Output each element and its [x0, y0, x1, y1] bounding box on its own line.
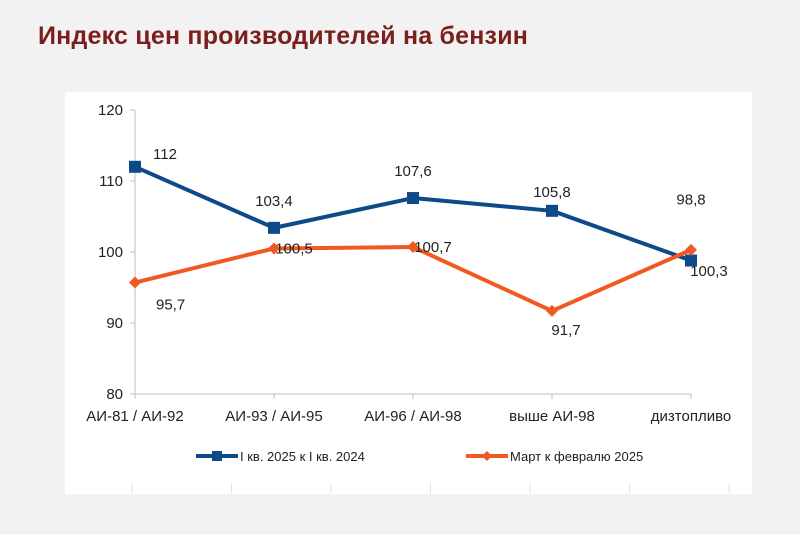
- series-1-point: [268, 221, 280, 234]
- legend-marker: [482, 451, 492, 461]
- series-2-point: [685, 243, 697, 256]
- data-label: 100,5: [275, 240, 313, 257]
- x-category-label: АИ-81 / АИ-92: [86, 408, 183, 425]
- series-2-point: [546, 304, 558, 317]
- legend-label: I кв. 2025 к I кв. 2024: [240, 449, 365, 464]
- data-label: 105,8: [533, 184, 571, 201]
- y-tick-label: 100: [98, 244, 123, 261]
- page-title: Индекс цен производителей на бензин: [38, 22, 529, 50]
- legend-marker: [212, 451, 222, 461]
- x-category-label: дизтопливо: [651, 408, 731, 425]
- y-tick-label: 120: [98, 102, 123, 119]
- data-label: 98,8: [676, 192, 705, 209]
- series-2-point: [129, 276, 141, 289]
- legend-label: Март к февралю 2025: [510, 449, 643, 464]
- data-label: 91,7: [551, 322, 580, 339]
- chart-series: [129, 160, 697, 317]
- x-category-label: АИ-93 / АИ-95: [225, 408, 322, 425]
- series-1-point: [685, 254, 697, 267]
- y-tick-label: 80: [106, 386, 123, 403]
- data-label: 100,3: [690, 263, 728, 280]
- series-1-point: [407, 192, 419, 205]
- x-category-label: АИ-96 / АИ-98: [364, 408, 461, 425]
- series-1-point: [546, 204, 558, 217]
- series-1-point: [129, 160, 141, 173]
- y-tick-label: 110: [99, 173, 123, 190]
- series-2-point: [407, 241, 419, 254]
- chart-axes: 80 90 100 110 120 АИ-81 / АИ-92 АИ-93 / АИ-95 А…: [86, 102, 731, 493]
- y-tick-label: 90: [106, 315, 123, 332]
- chart-legend: I кв. 2025 к I кв. 2024 Март к февралю 20…: [196, 449, 643, 464]
- data-label: 112: [153, 146, 177, 163]
- data-label: 95,7: [156, 297, 185, 314]
- series-line-2: [134, 245, 692, 313]
- data-label: 100,7: [414, 239, 452, 256]
- data-label: 103,4: [255, 193, 293, 210]
- chart-panel: [65, 92, 752, 494]
- x-category-label: выше АИ-98: [509, 408, 595, 425]
- chart-data-labels: 112 103,4 107,6 105,8 98,8 95,7 100,5 100,7 91,7…: [153, 146, 728, 339]
- series-2-point: [268, 242, 280, 255]
- data-label: 107,6: [394, 163, 432, 180]
